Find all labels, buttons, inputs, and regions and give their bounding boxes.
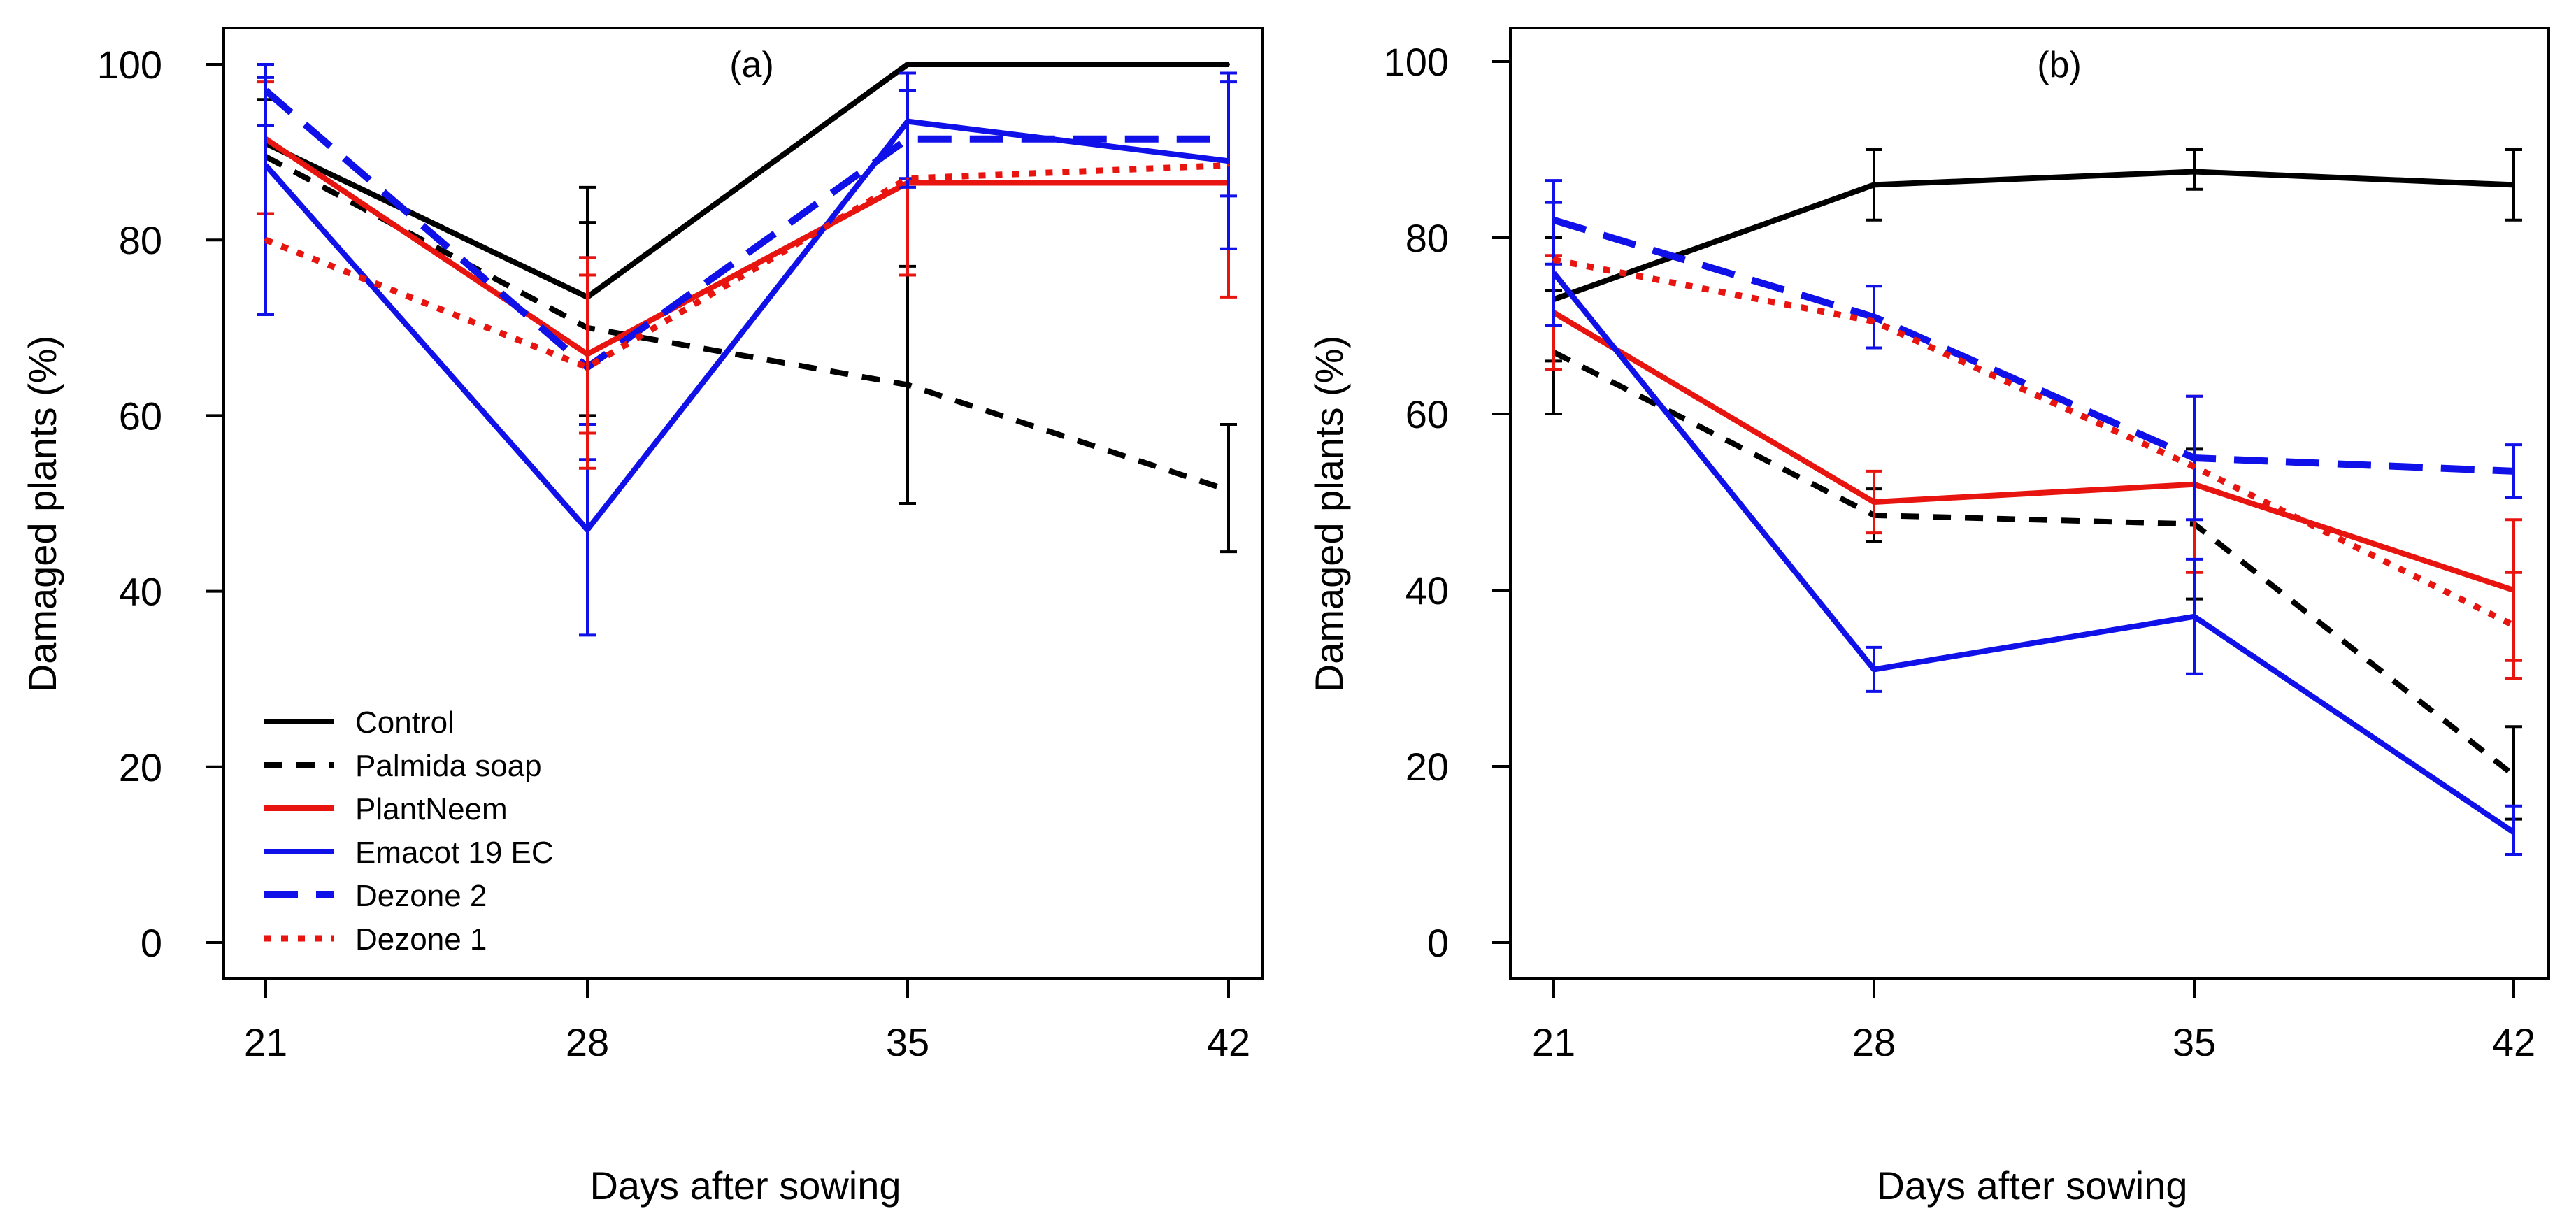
x-tick-label: 21 [244,1020,287,1064]
data-point [1552,218,1555,222]
data-point [2193,615,2196,618]
legend-label: Emacot 19 EC [355,836,554,870]
panel-a: (a) Damaged plants (%) Days after sowing… [20,27,1264,1208]
data-point [264,238,267,242]
data-point [264,89,267,92]
panel-label-b: (b) [2037,45,2082,85]
series-line [264,118,1229,533]
x-tick-label: 21 [1532,1020,1575,1064]
data-point [2512,773,2515,777]
y-tick-label: 60 [1405,392,1449,436]
data-point [2512,624,2515,627]
y-tick-label: 40 [1405,568,1449,612]
legend-item: Dezone 2 [264,879,487,913]
y-tick-label: 0 [1427,921,1449,965]
error-bar [1220,422,1237,554]
data-point [1873,183,1875,187]
legend-label: PlantNeem [355,792,508,826]
data-point [906,177,909,180]
series-line [1552,350,2516,778]
legend-item: Palmida soap [264,749,542,783]
legend-label: Palmida soap [355,749,542,783]
data-point [2512,183,2515,187]
series-line [1553,257,2516,629]
x-axis-title-b: Days after sowing [1876,1163,2187,1208]
y-tick-label: 80 [1405,216,1449,260]
y-tick-label: 20 [119,745,162,789]
series-line [264,62,1229,300]
panel-b: (b) Damaged plants (%) Days after sowing… [1307,27,2550,1208]
data-point [264,164,267,167]
data-point [1227,63,1230,66]
y-tick-label: 80 [119,218,162,262]
series-line [263,87,1229,371]
series-dezone-2 [1545,179,2522,522]
data-point [2193,457,2196,459]
legend-item: Dezone 1 [264,922,487,957]
legend: Control Palmida soap PlantNeem Emacot 19 EC… [264,705,554,957]
axis-ticks-a: 21 28 35 42 0 20 40 60 80 100 [97,43,1251,1064]
data-point [1227,164,1230,167]
data-point [1873,668,1875,671]
x-tick-label: 35 [2173,1020,2216,1064]
legend-label: Control [355,705,455,740]
series-dezone-1 [1552,257,2522,680]
legend-label: Dezone 1 [355,922,487,957]
series-line [264,162,1229,371]
error-bar [579,256,596,470]
axis-ticks-b: 21 28 35 42 0 20 40 60 80 100 [1384,40,2536,1064]
legend-item: Emacot 19 EC [264,836,554,870]
x-tick-label: 28 [566,1020,609,1064]
data-point [906,63,909,66]
plot-frame-a [222,27,1264,980]
series-layer-a [257,62,1237,637]
data-point [586,366,589,369]
series-line [264,136,1229,357]
data-point [2512,831,2515,834]
y-tick-label: 60 [119,394,162,438]
y-tick-label: 100 [97,43,162,87]
plot-frame-b [1509,27,2550,980]
legend-item: PlantNeem [264,792,508,826]
series-line [264,154,1230,493]
x-tick-label: 35 [886,1020,929,1064]
series-layer-b [1545,148,2522,856]
series-line [1551,271,2516,835]
data-point [906,383,909,387]
data-point [1552,258,1555,262]
panel-label-a: (a) [729,45,774,85]
data-point [1873,315,1875,319]
data-point [1873,501,1875,503]
y-tick-label: 0 [141,921,162,965]
data-point [1227,137,1230,141]
y-tick-label: 20 [1405,745,1449,789]
series-line [1552,169,2514,302]
series-line [1552,217,2514,475]
data-point [1552,271,1555,275]
series-line [1552,310,2515,593]
x-tick-label: 42 [2492,1020,2535,1064]
y-tick-label: 40 [119,570,162,614]
x-tick-label: 42 [1207,1020,1250,1064]
x-tick-label: 28 [1852,1020,1896,1064]
data-point [1227,489,1230,492]
y-axis-title-a: Damaged plants (%) [20,336,64,692]
legend-label: Dezone 2 [355,879,487,913]
legend-item: Control [264,705,455,740]
data-point [2512,469,2515,473]
data-point [2193,170,2196,173]
x-axis-title-a: Days after sowing [589,1163,901,1208]
data-point [906,137,909,141]
data-point [2193,465,2196,468]
y-axis-title-b: Damaged plants (%) [1307,336,1351,692]
data-point [1873,320,1875,323]
series-dezone-1 [264,162,1230,470]
data-point [586,528,589,531]
y-tick-label: 100 [1384,40,1449,84]
